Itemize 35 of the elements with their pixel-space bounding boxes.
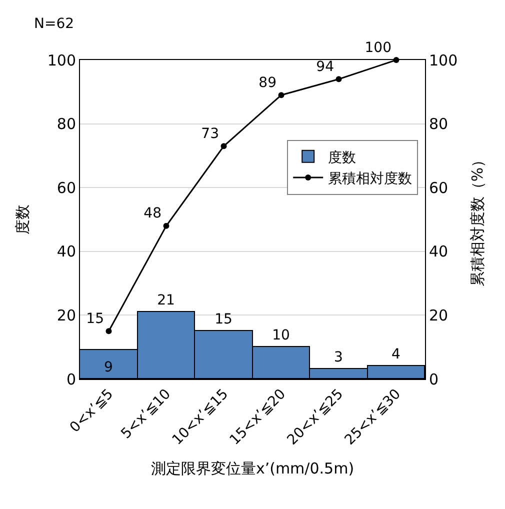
y2-axis-title: 累積相対度数（%） — [468, 152, 487, 287]
y-tick-label: 80 — [56, 115, 76, 134]
data-label: 89 — [258, 74, 276, 91]
y2-tick-label: 20 — [429, 306, 448, 324]
data-label: 100 — [364, 40, 392, 56]
y-tick-label: 20 — [56, 306, 76, 324]
data-label: 15 — [214, 312, 232, 328]
data-label: 73 — [201, 126, 219, 142]
data-label: 9 — [104, 360, 113, 376]
point — [336, 76, 342, 82]
data-label: 21 — [157, 292, 175, 308]
legend-label: 累積相対度数 — [328, 171, 412, 188]
data-label: 15 — [86, 310, 104, 327]
point — [278, 92, 284, 98]
data-label: 94 — [316, 58, 334, 75]
y-tick-label: 60 — [56, 178, 76, 197]
data-label: 48 — [144, 206, 162, 222]
y-tick-label: 100 — [47, 51, 76, 70]
text: N=62 — [34, 16, 74, 32]
y2-tick-label: 80 — [429, 115, 448, 134]
point — [220, 143, 227, 150]
y2-tick-label: 40 — [429, 242, 448, 261]
y2-tick-label: 0 — [429, 370, 439, 388]
y-tick-label: 0 — [66, 370, 76, 388]
data-label: 4 — [392, 346, 400, 362]
y-axis-title: 度数 — [14, 204, 32, 234]
y-tick-label: 40 — [56, 242, 76, 261]
x-axis-title: 測定限界変位量x’(mm/0.5m) — [150, 459, 354, 478]
data-label: 3 — [334, 350, 343, 366]
y2-tick-label: 100 — [429, 51, 458, 70]
y2-tick-label: 60 — [429, 178, 448, 197]
point — [106, 328, 112, 334]
point — [163, 222, 170, 229]
data-label: 10 — [272, 328, 290, 344]
legend-label: 度数 — [328, 150, 356, 166]
